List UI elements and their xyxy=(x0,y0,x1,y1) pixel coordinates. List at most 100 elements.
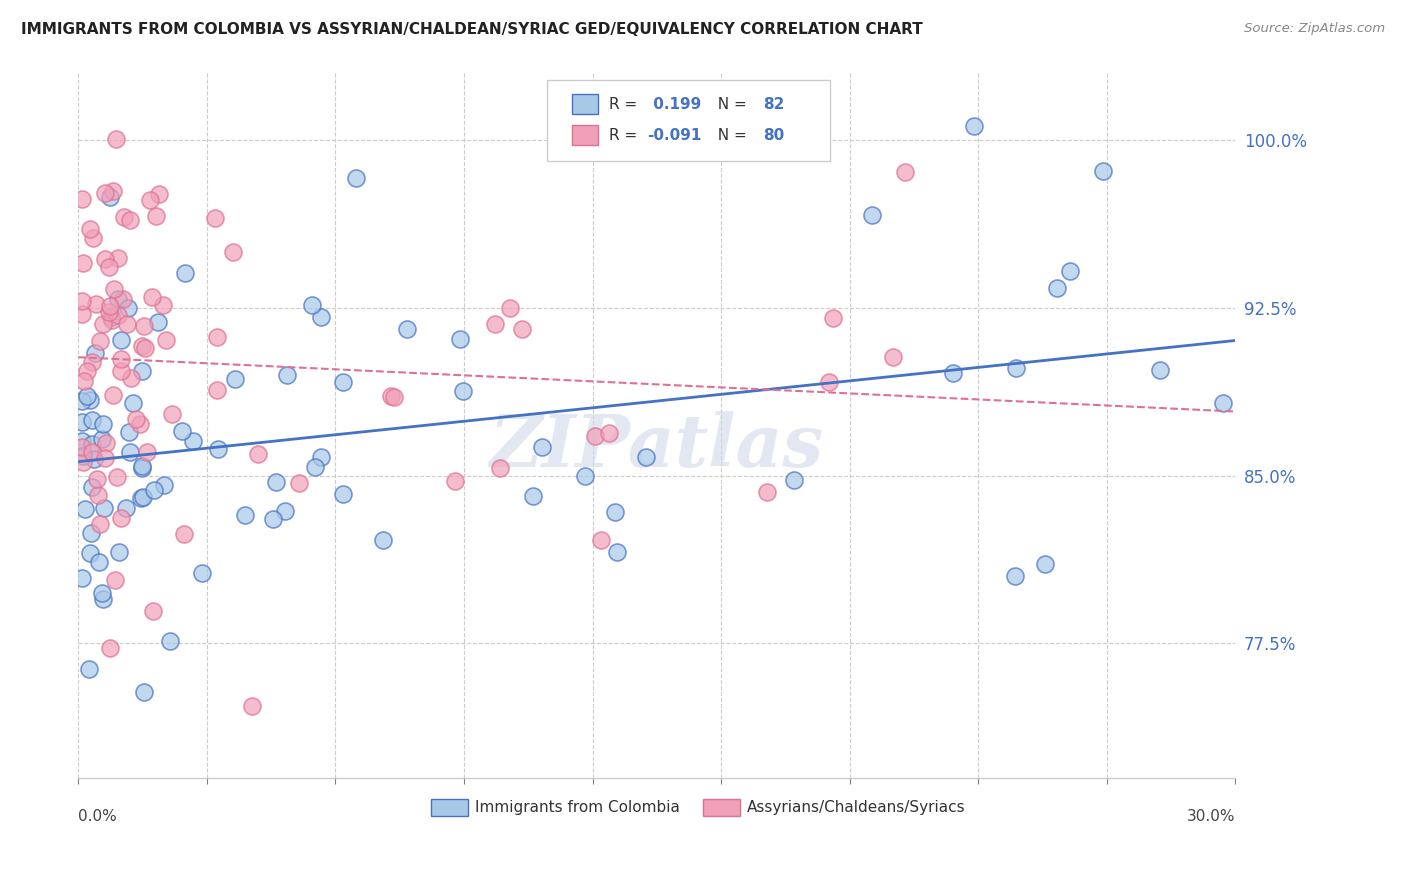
Point xyxy=(76,364,98,378)
Point xyxy=(120,213,142,227)
Text: 80: 80 xyxy=(763,128,785,144)
Text: Assyrians/Chaldeans/Syriacs: Assyrians/Chaldeans/Syriacs xyxy=(747,799,966,814)
Point xyxy=(100,310,122,325)
Text: ZIPatlas: ZIPatlas xyxy=(489,411,824,482)
Bar xyxy=(572,125,598,145)
Point xyxy=(1059,264,1081,278)
Point xyxy=(1004,569,1026,583)
Bar xyxy=(572,95,598,114)
Point xyxy=(82,437,104,451)
Point xyxy=(70,415,93,429)
Point xyxy=(139,193,162,207)
Point xyxy=(72,455,94,469)
Point xyxy=(152,478,174,492)
Text: -0.091: -0.091 xyxy=(648,128,702,144)
Point xyxy=(122,396,145,410)
Text: N =: N = xyxy=(707,97,751,112)
Point xyxy=(132,685,155,699)
Point xyxy=(111,292,134,306)
FancyBboxPatch shape xyxy=(547,80,831,161)
Point xyxy=(894,164,917,178)
Point xyxy=(191,566,214,580)
Point xyxy=(382,390,405,404)
Point xyxy=(332,375,354,389)
Point xyxy=(489,461,512,475)
Point xyxy=(89,516,111,531)
Point xyxy=(72,449,94,463)
Point xyxy=(262,512,284,526)
Point xyxy=(79,392,101,407)
Point xyxy=(107,545,129,559)
Point xyxy=(117,317,139,331)
Point xyxy=(129,417,152,432)
Point xyxy=(818,375,841,389)
Point xyxy=(142,604,165,618)
Point xyxy=(94,186,117,200)
Point xyxy=(86,472,108,486)
Point xyxy=(247,447,270,461)
Point xyxy=(107,309,129,323)
Point xyxy=(522,489,544,503)
Point xyxy=(395,321,418,335)
Point xyxy=(301,298,323,312)
Point xyxy=(332,486,354,500)
Point xyxy=(101,388,124,402)
Point xyxy=(110,510,132,524)
Point xyxy=(131,459,153,474)
Point xyxy=(346,171,368,186)
Point xyxy=(634,450,657,464)
Point xyxy=(75,502,97,516)
Point xyxy=(443,474,465,488)
Point xyxy=(606,545,628,559)
Text: R =: R = xyxy=(609,97,643,112)
Text: Source: ZipAtlas.com: Source: ZipAtlas.com xyxy=(1244,22,1385,36)
Point xyxy=(591,533,613,548)
Point xyxy=(304,460,326,475)
Point xyxy=(159,634,181,648)
Point xyxy=(70,571,93,585)
Point xyxy=(142,483,165,498)
Point xyxy=(134,341,156,355)
Point xyxy=(80,445,103,459)
Point xyxy=(371,533,394,548)
Point xyxy=(83,452,105,467)
Text: 30.0%: 30.0% xyxy=(1187,809,1236,824)
Point xyxy=(82,480,104,494)
Point xyxy=(83,346,105,360)
Point xyxy=(311,310,333,324)
Point xyxy=(783,473,806,487)
Point xyxy=(94,252,117,266)
Point xyxy=(100,640,122,655)
Point xyxy=(1212,396,1234,410)
Point xyxy=(112,210,135,224)
Point xyxy=(72,256,94,270)
Point xyxy=(98,260,121,274)
Point xyxy=(266,475,288,489)
Point xyxy=(132,318,155,333)
Text: 0.199: 0.199 xyxy=(648,97,700,112)
Point xyxy=(173,527,195,541)
Point xyxy=(98,299,121,313)
Point xyxy=(288,476,311,491)
Point xyxy=(77,662,100,676)
Point xyxy=(222,244,245,259)
Point xyxy=(136,444,159,458)
Point xyxy=(162,407,184,421)
Point xyxy=(449,332,471,346)
Point xyxy=(94,436,117,450)
Point xyxy=(76,388,98,402)
Point xyxy=(132,490,155,504)
Point xyxy=(823,311,845,326)
Point xyxy=(110,334,132,348)
Point xyxy=(93,592,115,607)
Point xyxy=(104,573,127,587)
Point xyxy=(91,433,114,447)
Point xyxy=(82,412,104,426)
Point xyxy=(499,301,522,315)
Point xyxy=(118,445,141,459)
Point xyxy=(1033,557,1056,571)
Point xyxy=(104,131,127,145)
Point xyxy=(110,351,132,366)
Point xyxy=(98,304,121,318)
Point xyxy=(87,555,110,569)
